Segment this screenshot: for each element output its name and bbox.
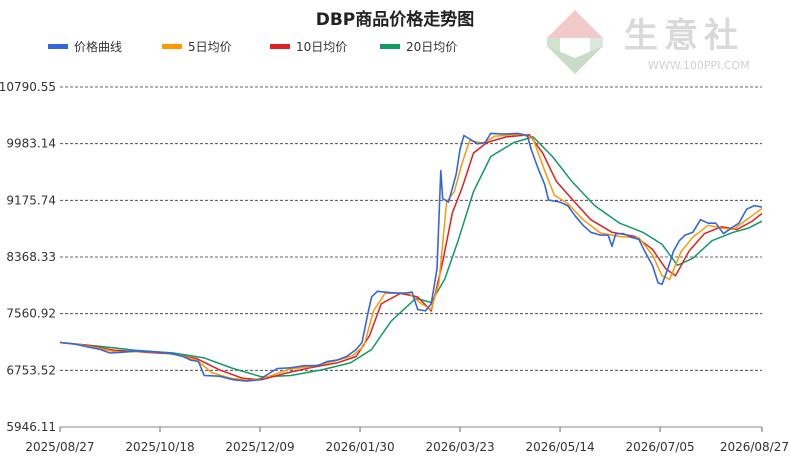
x-tick-label: 2026/07/05 — [625, 440, 694, 454]
x-tick-label: 2026/03/23 — [425, 440, 494, 454]
series-line-3 — [60, 136, 762, 378]
series-line-0 — [60, 132, 762, 382]
watermark: PPI 生意社 WWW.100PPI.COM — [547, 10, 750, 74]
y-tick-label: 7560.92 — [6, 307, 56, 321]
legend: 价格曲线 5日均价 10日均价 20日均价 — [48, 39, 457, 54]
y-tick-label: 6753.52 — [6, 363, 56, 377]
x-tick-label: 2025/12/09 — [225, 440, 294, 454]
x-tick-label: 2025/10/18 — [125, 440, 194, 454]
legend-swatch — [380, 44, 400, 49]
watermark-logo-top — [547, 10, 603, 38]
x-tick-label: 2026/05/14 — [525, 440, 594, 454]
legend-swatch — [48, 44, 68, 49]
x-tick-label: 2026/01/30 — [325, 440, 394, 454]
legend-label: 10日均价 — [296, 40, 347, 54]
y-axis-ticks: 5946.11 6753.52 7560.92 8368.33 9175.74 9983.… — [0, 80, 56, 434]
y-tick-label: 8368.33 — [6, 250, 56, 264]
series-lines — [60, 132, 762, 382]
grid — [60, 86, 762, 371]
legend-label: 价格曲线 — [74, 39, 122, 54]
watermark-brand: 生意社 — [624, 16, 744, 56]
x-axis-ticks: 2025/08/27 2025/10/18 2025/12/09 2026/01/30… — [25, 427, 789, 454]
y-tick-label: 5946.11 — [6, 420, 56, 434]
watermark-logo-bottom — [547, 46, 603, 74]
series-line-2 — [60, 134, 762, 381]
y-tick-label: 10790.55 — [0, 80, 56, 94]
watermark-url: WWW.100PPI.COM — [648, 59, 750, 72]
watermark-logo-text: PPI — [564, 39, 586, 53]
chart-title: DBP商品价格走势图 — [316, 9, 475, 30]
legend-swatch — [162, 44, 182, 49]
y-tick-label: 9175.74 — [6, 193, 56, 207]
legend-label: 20日均价 — [406, 40, 457, 54]
legend-label: 5日均价 — [188, 40, 232, 54]
legend-swatch — [270, 44, 290, 49]
x-tick-label: 2025/08/27 — [25, 440, 94, 454]
y-tick-label: 9983.14 — [6, 137, 56, 151]
x-tick-label: 2026/08/27 — [720, 440, 789, 454]
